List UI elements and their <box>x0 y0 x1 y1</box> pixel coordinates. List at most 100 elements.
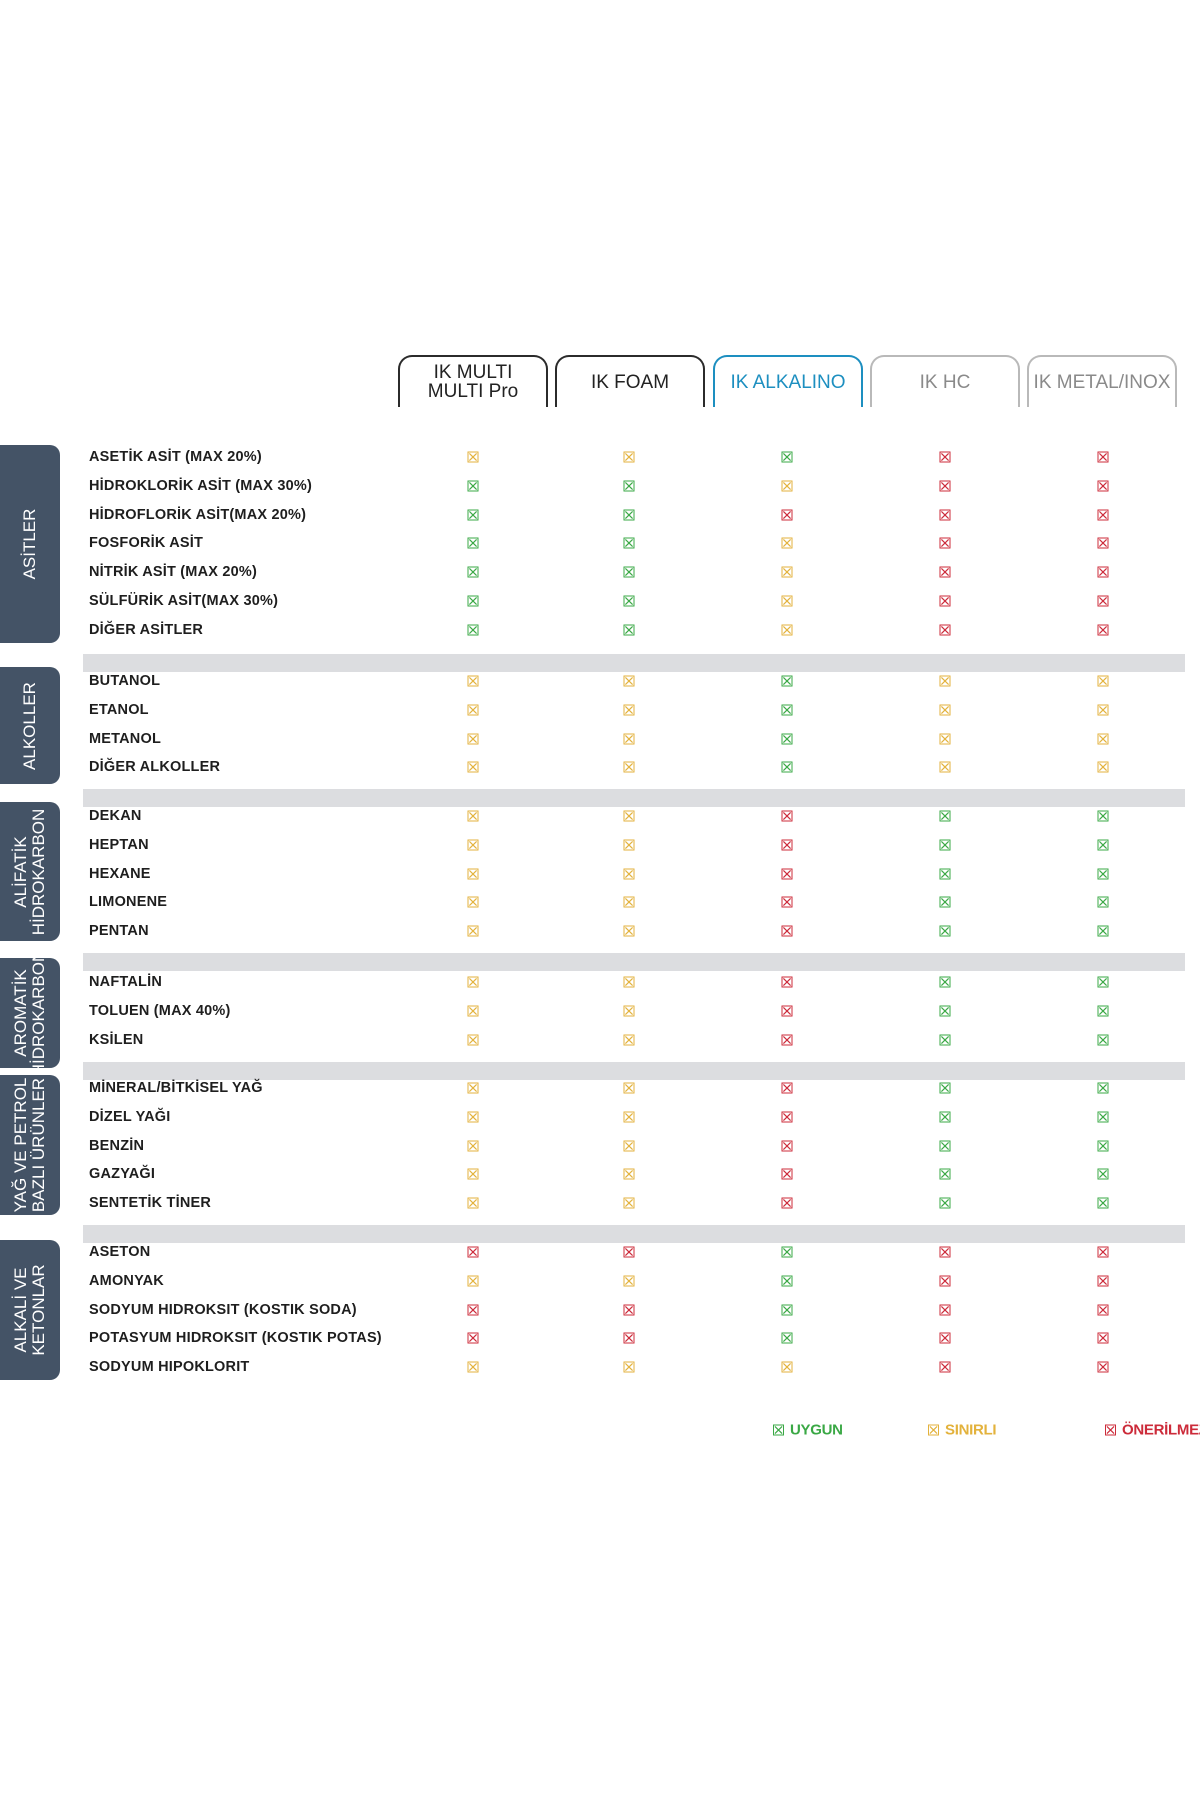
status-mark-öneri̇lmez <box>623 1332 635 1344</box>
status-mark-öneri̇lmez <box>939 566 951 578</box>
status-mark-uygun <box>1097 1168 1109 1180</box>
group-label-box <box>0 1240 60 1380</box>
status-mark-sinirli <box>623 896 635 908</box>
status-mark-öneri̇lmez <box>781 1168 793 1180</box>
status-mark-uygun <box>1097 810 1109 822</box>
status-mark-sinirli <box>781 1361 793 1373</box>
column-header-tab: IK MULTI MULTI Pro <box>398 355 548 407</box>
legend-label: SINIRLI <box>945 1421 997 1439</box>
status-mark-öneri̇lmez <box>1097 1361 1109 1373</box>
status-mark-sinirli <box>467 704 479 716</box>
status-mark-öneri̇lmez <box>939 1361 951 1373</box>
status-mark-sinirli <box>623 1034 635 1046</box>
status-mark-sinirli <box>939 733 951 745</box>
status-mark-öneri̇lmez <box>781 1082 793 1094</box>
status-mark-uygun <box>939 839 951 851</box>
status-mark-öneri̇lmez <box>467 1246 479 1258</box>
status-mark-uygun <box>939 896 951 908</box>
status-mark-öneri̇lmez <box>1097 509 1109 521</box>
status-mark-öneri̇lmez <box>781 896 793 908</box>
status-mark-öneri̇lmez <box>1097 1304 1109 1316</box>
status-mark-öneri̇lmez <box>1097 566 1109 578</box>
row-label: FOSFORİK ASİT <box>89 535 204 552</box>
status-mark-uygun <box>1097 1034 1109 1046</box>
status-mark-uygun <box>781 675 793 687</box>
status-mark-sinirli <box>467 896 479 908</box>
status-mark-sinirli <box>467 675 479 687</box>
column-header-tab: IK HC <box>870 355 1020 407</box>
row-label: NİTRİK ASİT (MAX 20%) <box>89 564 258 581</box>
status-mark-öneri̇lmez <box>781 1111 793 1123</box>
status-mark-uygun <box>1097 839 1109 851</box>
status-mark-öneri̇lmez <box>939 624 951 636</box>
legend-mark-icon <box>928 1424 939 1436</box>
status-mark-sinirli <box>623 704 635 716</box>
status-mark-sinirli <box>467 868 479 880</box>
status-mark-uygun <box>781 1246 793 1258</box>
status-mark-uygun <box>939 925 951 937</box>
row-label: BUTANOL <box>89 673 161 689</box>
status-mark-sinirli <box>623 1168 635 1180</box>
group-separator <box>83 1225 1185 1243</box>
row-label: DEKAN <box>89 808 142 824</box>
row-label: LIMONENE <box>89 894 168 911</box>
row-label: TOLUEN (MAX 40%) <box>89 1002 231 1019</box>
row-label: ETANOL <box>89 701 149 718</box>
status-mark-öneri̇lmez <box>1097 537 1109 549</box>
status-mark-uygun <box>781 1275 793 1287</box>
status-mark-uygun <box>939 868 951 880</box>
status-mark-öneri̇lmez <box>781 1140 793 1152</box>
row-label: SENTETİK TİNER <box>89 1195 212 1212</box>
status-mark-uygun <box>1097 925 1109 937</box>
status-mark-uygun <box>939 1168 951 1180</box>
status-mark-uygun <box>1097 1111 1109 1123</box>
status-mark-öneri̇lmez <box>1097 480 1109 492</box>
status-mark-sinirli <box>467 1168 479 1180</box>
group-separator <box>83 654 1185 672</box>
legend-item: SINIRLI <box>928 1421 997 1439</box>
status-mark-sinirli <box>623 810 635 822</box>
row-label: DİĞER ALKOLLER <box>89 759 221 776</box>
status-mark-sinirli <box>467 839 479 851</box>
status-mark-sinirli <box>623 1275 635 1287</box>
status-mark-uygun <box>467 480 479 492</box>
group-label-box <box>0 667 60 784</box>
status-mark-sinirli <box>781 595 793 607</box>
status-mark-uygun <box>781 704 793 716</box>
row-label: ASETON <box>89 1244 151 1260</box>
status-mark-uygun <box>781 1332 793 1344</box>
status-mark-uygun <box>939 1005 951 1017</box>
group-label: YAĞ VE PETROL BAZLI ÜRÜNLER <box>11 1077 48 1213</box>
status-mark-sinirli <box>1097 675 1109 687</box>
status-mark-öneri̇lmez <box>781 1005 793 1017</box>
row-label: ASETİK ASİT (MAX 20%) <box>89 449 262 465</box>
status-mark-sinirli <box>623 868 635 880</box>
status-mark-uygun <box>1097 896 1109 908</box>
status-mark-uygun <box>623 566 635 578</box>
column-header-tab: IK ALKALINO <box>713 355 863 407</box>
status-mark-uygun <box>939 1111 951 1123</box>
status-mark-sinirli <box>623 451 635 463</box>
status-mark-öneri̇lmez <box>781 1197 793 1209</box>
status-mark-uygun <box>939 1197 951 1209</box>
status-mark-öneri̇lmez <box>623 1246 635 1258</box>
status-mark-sinirli <box>781 480 793 492</box>
status-mark-uygun <box>939 976 951 988</box>
status-mark-sinirli <box>1097 733 1109 745</box>
status-mark-sinirli <box>467 1275 479 1287</box>
status-mark-sinirli <box>467 1197 479 1209</box>
row-label: SÜLFÜRİK ASİT(MAX 30%) <box>89 593 279 609</box>
status-mark-uygun <box>467 595 479 607</box>
status-mark-sinirli <box>467 1005 479 1017</box>
group-label: ALKALİ VE KETONLAR <box>11 1264 48 1356</box>
status-mark-sinirli <box>623 1197 635 1209</box>
status-mark-uygun <box>623 595 635 607</box>
group-label: AROMATİK HİDROKARBON <box>11 949 48 1077</box>
row-label: METANOL <box>89 730 162 747</box>
status-mark-uygun <box>939 1082 951 1094</box>
row-label: HİDROKLORİK ASİT (MAX 30%) <box>89 477 312 494</box>
status-mark-sinirli <box>781 566 793 578</box>
status-mark-sinirli <box>1097 761 1109 773</box>
status-mark-öneri̇lmez <box>1097 451 1109 463</box>
status-mark-öneri̇lmez <box>623 1304 635 1316</box>
